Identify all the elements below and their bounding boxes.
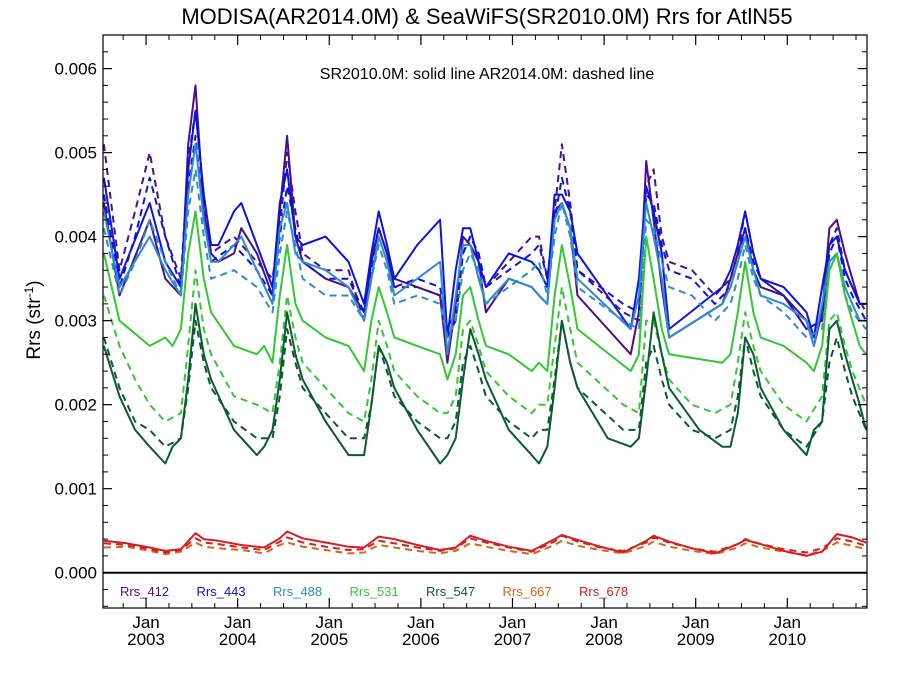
series-line-rrs-678-ar2014-dashed: [103, 534, 867, 554]
legend-item-rrs-678: Rrs_678: [579, 584, 628, 599]
series-line-rrs-531-sr2010-solid: [102, 210, 867, 381]
x-tick-label-month: Jan: [682, 613, 709, 632]
legend-item-rrs-412: Rrs_412: [120, 584, 169, 599]
line-style-annotation: SR2010.0M: solid line AR2014.0M: dashed …: [320, 66, 655, 83]
x-tick-label-year: 2008: [585, 630, 623, 649]
y-tick-label: 0.002: [54, 396, 97, 415]
series-line-rrs-443-sr2010-solid: [102, 109, 867, 339]
y-tick-label: 0.006: [54, 60, 97, 79]
x-tick-label-month: Jan: [316, 613, 343, 632]
series-line-rrs-488-ar2014-dashed: [102, 168, 867, 339]
series-line-rrs-667-ar2014-dashed: [103, 539, 867, 557]
y-tick-label: 0.000: [54, 564, 97, 583]
x-tick-label-year: 2006: [402, 630, 440, 649]
y-tick-label: 0.005: [54, 144, 97, 163]
x-tick-label-year: 2003: [127, 630, 165, 649]
y-axis-label-close: ): [24, 280, 45, 286]
x-tick-label-month: Jan: [499, 613, 526, 632]
x-tick-label-year: 2007: [494, 630, 532, 649]
y-axis-label: Rrs (str-1): [22, 280, 45, 359]
plot-frame: [102, 34, 868, 609]
x-tick-label-month: Jan: [407, 613, 434, 632]
y-axis-label-main: Rrs (str: [24, 297, 45, 360]
x-tick-label-year: 2010: [768, 630, 806, 649]
legend-item-rrs-667: Rrs_667: [503, 584, 552, 599]
series-line-rrs-531-ar2014-dashed: [102, 269, 868, 423]
legend-item-rrs-443: Rrs_443: [197, 584, 246, 599]
legend-item-rrs-547: Rrs_547: [426, 584, 475, 599]
series-line-rrs-547-ar2014-dashed: [102, 319, 868, 448]
x-tick-label-month: Jan: [132, 613, 159, 632]
y-tick-label: 0.004: [54, 228, 97, 247]
chart-title: MODISA(AR2014.0M) & SeaWiFS(SR2010.0M) R…: [181, 4, 792, 29]
series-line-rrs-488-sr2010-solid: [102, 143, 867, 356]
x-tick-label-year: 2004: [219, 630, 257, 649]
legend-item-rrs-488: Rrs_488: [273, 584, 322, 599]
x-axis: Jan2003Jan2004Jan2005Jan2006Jan2007Jan20…: [122, 35, 857, 649]
y-tick-label: 0.001: [54, 480, 97, 499]
legend-item-rrs-531: Rrs_531: [350, 584, 399, 599]
x-tick-label-month: Jan: [224, 613, 251, 632]
x-tick-label-month: Jan: [774, 613, 801, 632]
legend: Rrs_412 Rrs_443 Rrs_488 Rrs_531 Rrs_547 Rrs_6…: [120, 584, 628, 599]
x-tick-label-year: 2009: [677, 630, 715, 649]
y-tick-label: 0.003: [54, 312, 97, 331]
y-axis: 0.000 0.001 0.002 0.003 0.004 0.005 0.006: [54, 51, 867, 607]
y-axis-label-superscript: -1: [22, 286, 36, 297]
series-line-rrs-547-sr2010-solid: [102, 302, 868, 465]
x-tick-label-month: Jan: [590, 613, 617, 632]
x-tick-label-year: 2005: [310, 630, 348, 649]
series-layer: [102, 84, 868, 557]
